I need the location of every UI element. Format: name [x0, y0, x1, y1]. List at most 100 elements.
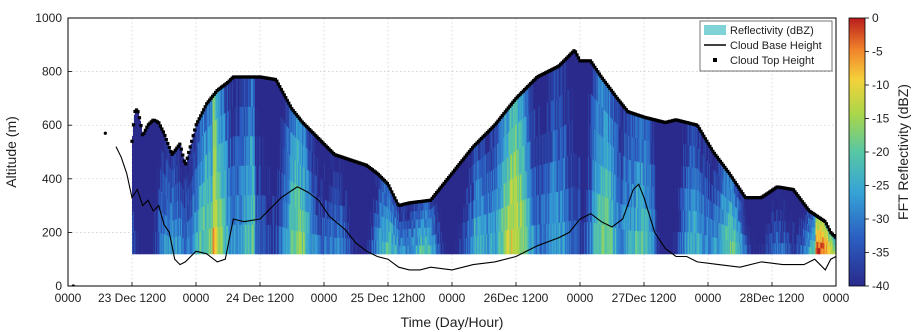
- echo-cell: [777, 220, 779, 232]
- echo-cell: [356, 162, 358, 178]
- echo-cell: [198, 209, 200, 232]
- echo-cell: [798, 206, 800, 217]
- echo-cell: [510, 129, 512, 156]
- echo-cell: [309, 212, 311, 234]
- echo-cell: [400, 245, 403, 255]
- echo-cell: [667, 121, 670, 145]
- echo-cell: [268, 136, 270, 167]
- echo-cell: [554, 99, 556, 131]
- echo-cell: [732, 229, 735, 242]
- echo-cell: [695, 210, 697, 233]
- echo-cell: [295, 207, 297, 231]
- echo-cell: [362, 164, 364, 180]
- echo-cell: [266, 78, 268, 108]
- echo-cell: [620, 153, 622, 179]
- echo-cell: [252, 165, 254, 196]
- echo-cell: [347, 222, 349, 239]
- echo-cell: [701, 213, 703, 235]
- echo-cell: [473, 199, 476, 219]
- echo-cell: [244, 106, 246, 137]
- echo-cell: [416, 202, 418, 212]
- echo-cell: [684, 187, 686, 211]
- cloud-top-marker: [441, 183, 445, 187]
- echo-cell: [201, 207, 203, 231]
- cloud-top-marker: [391, 193, 395, 197]
- echo-cell: [212, 148, 214, 176]
- echo-cell: [236, 165, 238, 196]
- echo-cell: [786, 199, 789, 211]
- echo-cell: [568, 220, 571, 255]
- echo-cell: [305, 147, 308, 170]
- echo-cell: [529, 225, 531, 255]
- echo-cell: [395, 226, 397, 237]
- echo-cell: [652, 164, 654, 187]
- echo-cell: [681, 187, 683, 211]
- echo-cell: [722, 194, 724, 210]
- echo-cell: [411, 228, 413, 238]
- echo-cell: [247, 224, 249, 255]
- echo-cell: [453, 198, 455, 213]
- cloud-top-marker: [390, 190, 394, 194]
- echo-cell: [702, 134, 704, 155]
- echo-cell: [378, 201, 381, 215]
- echo-cell: [325, 235, 328, 255]
- echo-cell: [249, 135, 251, 166]
- echo-cell: [756, 197, 758, 208]
- echo-cell: [734, 206, 737, 219]
- echo-cell: [406, 228, 408, 238]
- echo-cell: [252, 76, 255, 107]
- echo-cell: [385, 241, 387, 255]
- cloud-top-marker: [387, 184, 391, 188]
- echo-cell: [594, 98, 597, 131]
- echo-cell: [730, 201, 732, 215]
- echo-cell: [167, 217, 169, 236]
- echo-cell: [376, 227, 379, 241]
- echo-cell: [617, 202, 620, 229]
- echo-cell: [375, 240, 378, 255]
- echo-cell: [780, 187, 783, 199]
- echo-cell: [472, 182, 475, 201]
- echo-cell: [341, 189, 343, 206]
- echo-cell: [519, 147, 522, 175]
- colorbar-tick-label: -5: [872, 45, 883, 59]
- echo-cell: [434, 224, 436, 235]
- echo-cell: [518, 174, 521, 202]
- echo-cell: [177, 182, 179, 201]
- echo-cell: [758, 216, 761, 227]
- echo-cell: [471, 165, 474, 184]
- echo-cell: [564, 124, 566, 158]
- echo-cell: [453, 240, 455, 255]
- echo-cell: [446, 216, 449, 230]
- echo-cell: [631, 159, 633, 184]
- echo-cell: [254, 76, 257, 107]
- echo-cell: [729, 187, 731, 201]
- echo-cell: [440, 187, 442, 200]
- echo-cell: [521, 146, 524, 174]
- echo-cell: [340, 205, 342, 222]
- cloud-top-marker: [134, 108, 139, 112]
- echo-cell: [696, 168, 698, 190]
- echo-cell: [142, 154, 144, 176]
- echo-cell: [156, 165, 159, 189]
- echo-cell: [564, 91, 567, 125]
- echo-cell: [647, 231, 649, 255]
- echo-cell: [736, 208, 739, 221]
- echo-cell: [824, 242, 826, 249]
- echo-cell: [477, 197, 479, 217]
- echo-cell: [379, 202, 382, 216]
- echo-cell: [412, 202, 414, 212]
- echo-cell: [456, 224, 458, 240]
- cloud-top-marker: [191, 134, 195, 138]
- echo-cell: [696, 125, 698, 147]
- echo-cell: [299, 141, 301, 165]
- echo-cell: [803, 228, 805, 238]
- echo-cell: [601, 165, 603, 196]
- echo-cell: [347, 158, 349, 176]
- echo-cell: [507, 108, 509, 134]
- echo-cell: [468, 219, 471, 238]
- echo-cell: [799, 207, 801, 218]
- echo-cell: [249, 165, 251, 196]
- echo-cell: [630, 112, 632, 137]
- echo-cell: [684, 166, 687, 189]
- echo-cell: [713, 203, 716, 221]
